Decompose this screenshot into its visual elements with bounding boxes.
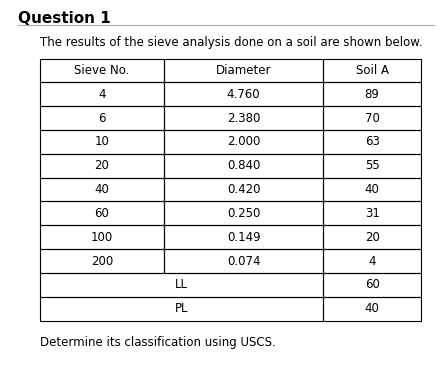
Text: 6: 6 <box>98 112 105 125</box>
Text: 40: 40 <box>365 302 380 315</box>
Text: PL: PL <box>175 302 188 315</box>
Text: 55: 55 <box>365 159 380 172</box>
Text: Diameter: Diameter <box>216 64 272 77</box>
Text: 0.840: 0.840 <box>227 159 260 172</box>
Text: Soil A: Soil A <box>356 64 389 77</box>
Text: 100: 100 <box>91 231 113 244</box>
Text: 63: 63 <box>365 135 380 149</box>
Text: 89: 89 <box>365 88 380 101</box>
Text: 0.074: 0.074 <box>227 254 260 268</box>
Text: Question 1: Question 1 <box>18 11 110 26</box>
Text: 60: 60 <box>94 207 109 220</box>
Text: 0.149: 0.149 <box>227 231 260 244</box>
Text: 20: 20 <box>365 231 380 244</box>
Text: Sieve No.: Sieve No. <box>74 64 129 77</box>
Text: Determine its classification using USCS.: Determine its classification using USCS. <box>40 336 276 349</box>
Text: The results of the sieve analysis done on a soil are shown below.: The results of the sieve analysis done o… <box>40 36 422 49</box>
Text: 0.420: 0.420 <box>227 183 260 196</box>
Text: 20: 20 <box>94 159 109 172</box>
Text: 70: 70 <box>365 112 380 125</box>
Text: 10: 10 <box>94 135 109 149</box>
Text: 2.380: 2.380 <box>227 112 260 125</box>
Text: 40: 40 <box>365 183 380 196</box>
Text: 4.760: 4.760 <box>227 88 260 101</box>
Text: 4: 4 <box>98 88 105 101</box>
Text: 4: 4 <box>369 254 376 268</box>
Text: 40: 40 <box>94 183 109 196</box>
Text: LL: LL <box>175 278 188 291</box>
Text: 2.000: 2.000 <box>227 135 260 149</box>
Text: 60: 60 <box>365 278 380 291</box>
Text: 200: 200 <box>91 254 113 268</box>
Text: 0.250: 0.250 <box>227 207 260 220</box>
Text: 31: 31 <box>365 207 380 220</box>
